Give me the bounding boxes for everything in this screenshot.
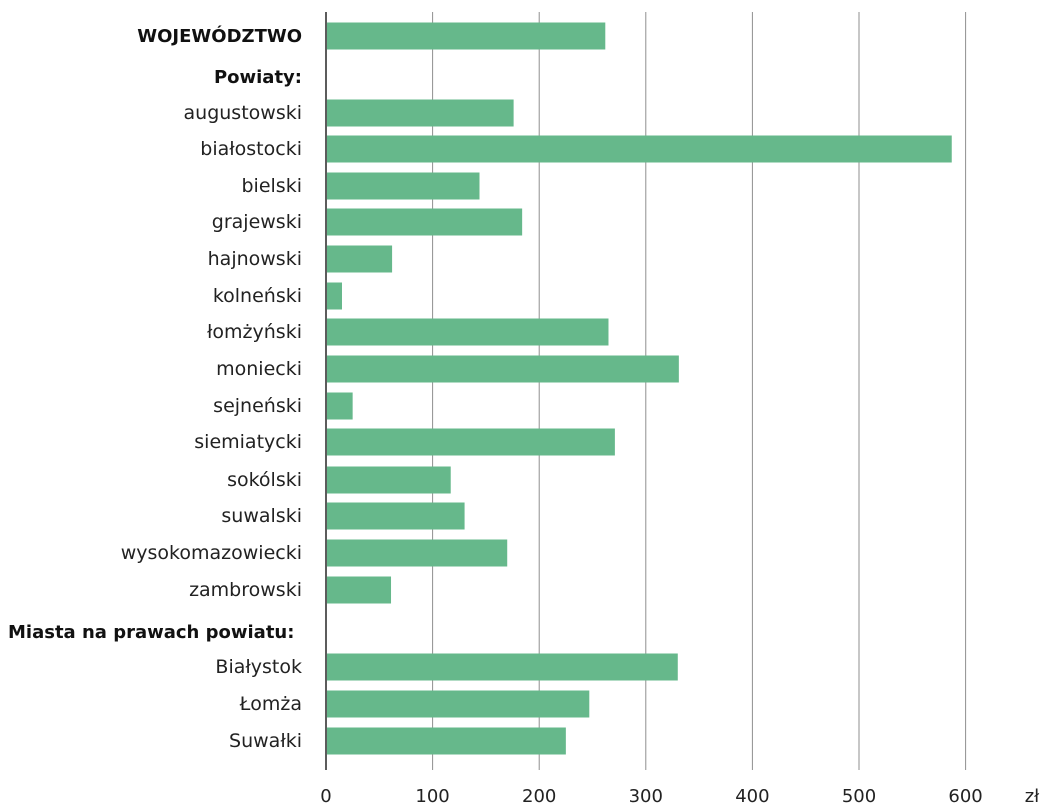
- bar: [327, 576, 392, 604]
- bar: [327, 466, 451, 494]
- bar: [327, 690, 590, 718]
- category-label: wysokomazowiecki: [121, 542, 302, 564]
- category-label: białostocki: [200, 138, 302, 160]
- group-label: Powiaty:: [214, 67, 302, 88]
- category-label: siemiatycki: [194, 431, 302, 453]
- bar: [327, 135, 952, 163]
- x-tick-label: 200: [522, 786, 556, 806]
- category-label: augustowski: [184, 102, 302, 124]
- bar: [327, 245, 393, 273]
- x-tick-label: 500: [842, 786, 876, 806]
- category-label: Białystok: [215, 656, 302, 678]
- bar: [327, 355, 679, 383]
- group-label: Miasta na prawach powiatu:: [8, 622, 294, 643]
- bar: [327, 727, 566, 755]
- category-labels: WOJEWÓDZTWO Powiaty: augustowski białostock…: [8, 25, 302, 752]
- bar: [327, 172, 480, 200]
- category-label: łomżyński: [207, 321, 302, 343]
- bar: [327, 282, 342, 310]
- x-tick-labels: 0 100 200 300 400 500 600: [320, 786, 983, 806]
- category-label: zambrowski: [189, 579, 302, 601]
- bar: [327, 653, 678, 681]
- x-tick-label: 600: [948, 786, 982, 806]
- bar: [327, 502, 465, 530]
- category-label: hajnowski: [208, 248, 302, 270]
- category-label: grajewski: [212, 211, 302, 233]
- category-label: suwalski: [221, 505, 302, 527]
- x-tick-label: 0: [320, 786, 331, 806]
- category-label: sokólski: [227, 469, 302, 491]
- bar: [327, 208, 523, 236]
- bar: [327, 428, 615, 456]
- bar: [327, 99, 514, 127]
- category-label: moniecki: [216, 358, 302, 380]
- category-label: sejneński: [213, 395, 302, 417]
- category-label: bielski: [242, 175, 303, 197]
- bar: [327, 392, 353, 420]
- x-axis-unit: zł: [1025, 786, 1040, 806]
- bar: [327, 539, 508, 567]
- bars: [327, 22, 952, 755]
- bar: [327, 318, 609, 346]
- x-tick-label: 100: [415, 786, 449, 806]
- bar: [327, 22, 606, 50]
- group-label: WOJEWÓDZTWO: [137, 25, 302, 47]
- category-label: kolneński: [213, 285, 302, 307]
- x-tick-label: 300: [629, 786, 663, 806]
- category-label: Suwałki: [229, 730, 302, 752]
- x-tick-label: 400: [735, 786, 769, 806]
- category-label: Łomża: [239, 693, 302, 715]
